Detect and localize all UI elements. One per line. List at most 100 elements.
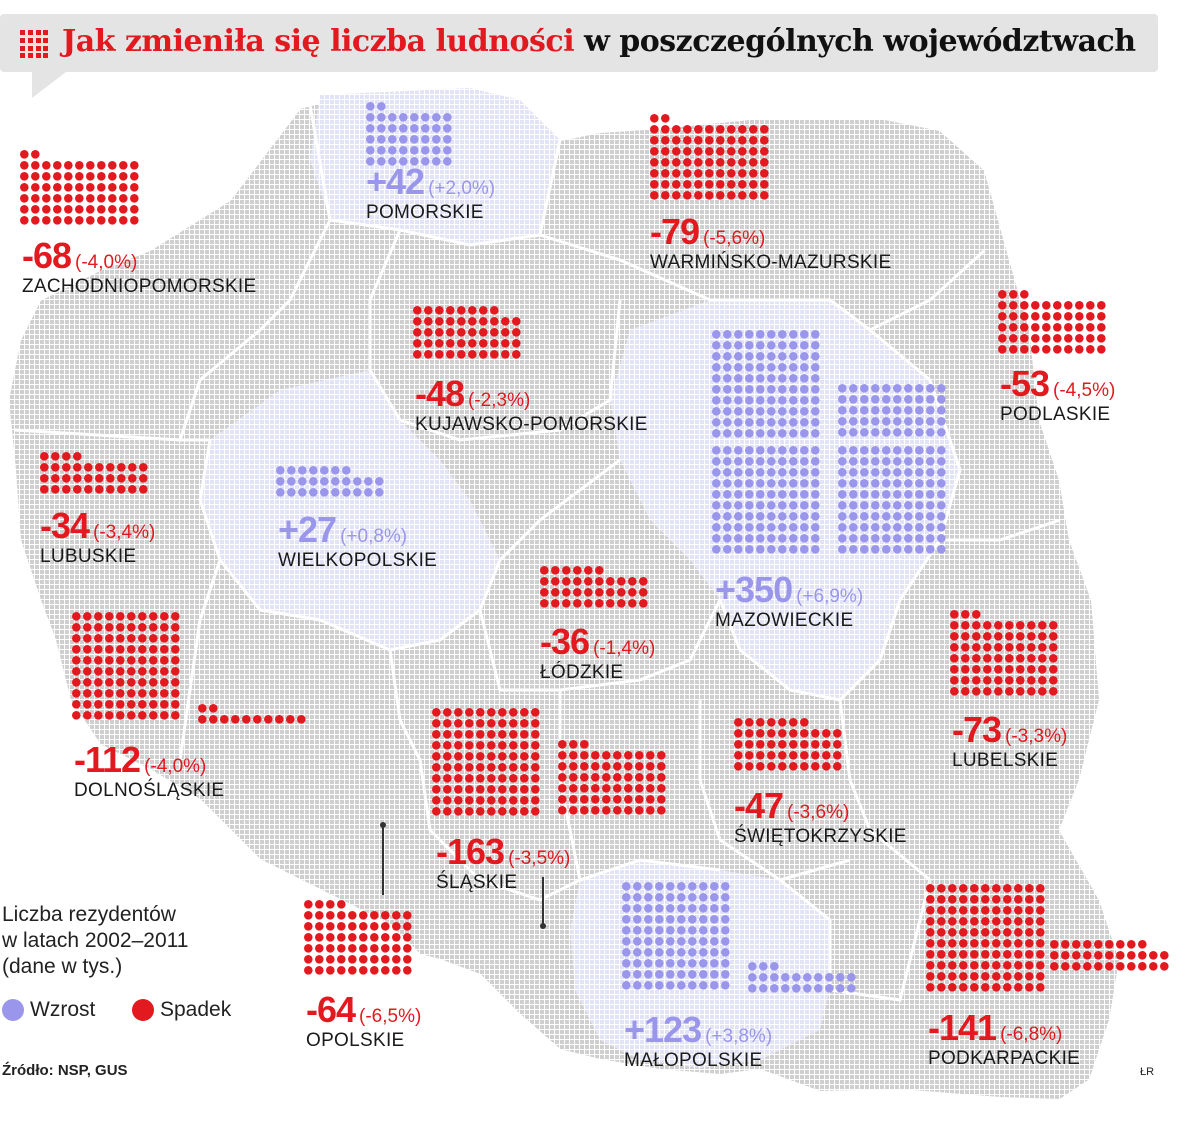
mazowieckie-dot — [778, 534, 787, 543]
podkarpackie-dot — [926, 950, 935, 959]
podkarpackie-dot — [1014, 983, 1023, 992]
lubuskie-dot — [128, 485, 137, 494]
mazowieckie-dot — [745, 512, 754, 521]
podkarpackie-dot — [1083, 951, 1092, 960]
pomorskie-dot — [410, 157, 419, 166]
region-name: DOLNOŚLĄSKIE — [74, 780, 225, 801]
dolnoslaskie-dot — [264, 715, 273, 724]
podkarpackie-dot — [992, 961, 1001, 970]
mazowieckie-dot — [723, 418, 732, 427]
slaskie-dot — [454, 741, 463, 750]
mazowieckie-dot — [915, 512, 924, 521]
region-percent: (+6,9%) — [796, 586, 864, 607]
podkarpackie-dot — [926, 906, 935, 915]
podkarpackie-dot — [970, 961, 979, 970]
podkarpackie-dot — [981, 917, 990, 926]
region-borders — [14, 104, 1061, 1002]
dolnoslaskie-dot — [116, 656, 125, 665]
podkarpackie-dot — [1036, 895, 1045, 904]
dolnoslaskie-dot — [160, 656, 169, 665]
kujawsko-pomorskie-dot — [446, 339, 455, 348]
pomorskie-dot — [388, 113, 397, 122]
mazowieckie-dot — [778, 407, 787, 416]
podkarpackie-dot — [1036, 917, 1045, 926]
mazowieckie-dot — [849, 417, 858, 426]
dolnoslaskie-dot — [138, 711, 147, 720]
swietokrzyskie-dot — [822, 762, 831, 771]
mazowieckie-dot — [712, 385, 721, 394]
opolskie-dot — [392, 955, 401, 964]
swietokrzyskie-dot — [833, 740, 842, 749]
slaskie-dot — [476, 763, 485, 772]
mazowieckie-dot — [734, 341, 743, 350]
malopolskie-dot — [710, 948, 719, 957]
label-lubelskie: -73 (-3,3%) LUBELSKIE — [952, 712, 1067, 771]
slaskie-dot — [487, 719, 496, 728]
malopolskie-dot — [803, 984, 812, 993]
swietokrzyskie-dot — [767, 718, 776, 727]
region-percent: (-3,6%) — [787, 802, 850, 823]
podkarpackie-dot — [981, 928, 990, 937]
opolskie-dot — [315, 944, 324, 953]
podlaskie-dot — [1020, 312, 1029, 321]
mazowieckie-dot — [926, 428, 935, 437]
malopolskie-dot — [688, 926, 697, 935]
mazowieckie-dot — [778, 341, 787, 350]
dolnoslaskie-dot — [72, 667, 81, 676]
zachodniopomorskie-dot — [108, 205, 117, 214]
kujawsko-pomorskie-dot — [413, 317, 422, 326]
mazowieckie-dot — [800, 512, 809, 521]
wielkopolskie-dot — [276, 477, 285, 486]
mazowieckie-dot — [926, 479, 935, 488]
legend-title-line: w latach 2002–2011 — [2, 929, 189, 952]
slaskie-dot — [443, 752, 452, 761]
swietokrzyskie-dot — [822, 740, 831, 749]
opolskie-dot — [304, 966, 313, 975]
podlaskie-dot — [1075, 345, 1084, 354]
mazowieckie-dot — [789, 523, 798, 532]
kujawsko-pomorskie-dot — [490, 328, 499, 337]
slaskie-dot — [465, 741, 474, 750]
slaskie-dot — [454, 763, 463, 772]
malopolskie-dot — [847, 984, 856, 993]
lubuskie-dot — [139, 463, 148, 472]
opolskie-dot — [403, 944, 412, 953]
slaskie-dot — [602, 784, 611, 793]
mazowieckie-dot — [849, 428, 858, 437]
mazowieckie-dot — [756, 352, 765, 361]
dolnoslaskie-dot — [138, 656, 147, 665]
lodzkie-dot — [562, 566, 571, 575]
opolskie-dot — [403, 922, 412, 931]
lubelskie-dot — [961, 610, 970, 619]
swietokrzyskie-dot — [756, 762, 765, 771]
dolnoslaskie-dot — [138, 667, 147, 676]
mazowieckie-dot — [937, 468, 946, 477]
lubelskie-dot — [1005, 676, 1014, 685]
mazowieckie-dot — [800, 418, 809, 427]
mazowieckie-dot — [811, 534, 820, 543]
malopolskie-dot — [633, 959, 642, 968]
podkarpackie-dot — [926, 939, 935, 948]
opolskie-dot — [370, 911, 379, 920]
mazowieckie-dot — [800, 534, 809, 543]
mazowieckie-dot — [838, 534, 847, 543]
podkarpackie-dot — [1003, 906, 1012, 915]
mazowieckie-dot — [778, 363, 787, 372]
mazowieckie-dot — [756, 330, 765, 339]
lubelskie-dot — [983, 654, 992, 663]
malopolskie-dot — [666, 882, 675, 891]
mazowieckie-dot — [756, 407, 765, 416]
page-title: Jak zmieniła się liczba ludności w poszc… — [62, 24, 1136, 59]
pomorskie-dot — [443, 157, 452, 166]
zachodniopomorskie-dot — [97, 183, 106, 192]
mazowieckie-dot — [849, 384, 858, 393]
region-name: MAZOWIECKIE — [715, 610, 854, 631]
malopolskie-dot — [688, 915, 697, 924]
opolskie-dot — [348, 922, 357, 931]
zachodniopomorskie-dot — [64, 172, 73, 181]
slaskie-dot — [509, 708, 518, 717]
region-name: ŚLĄSKIE — [436, 872, 518, 893]
podkarpackie-dot — [992, 928, 1001, 937]
opolskie-dot — [381, 933, 390, 942]
swietokrzyskie-dot — [778, 718, 787, 727]
